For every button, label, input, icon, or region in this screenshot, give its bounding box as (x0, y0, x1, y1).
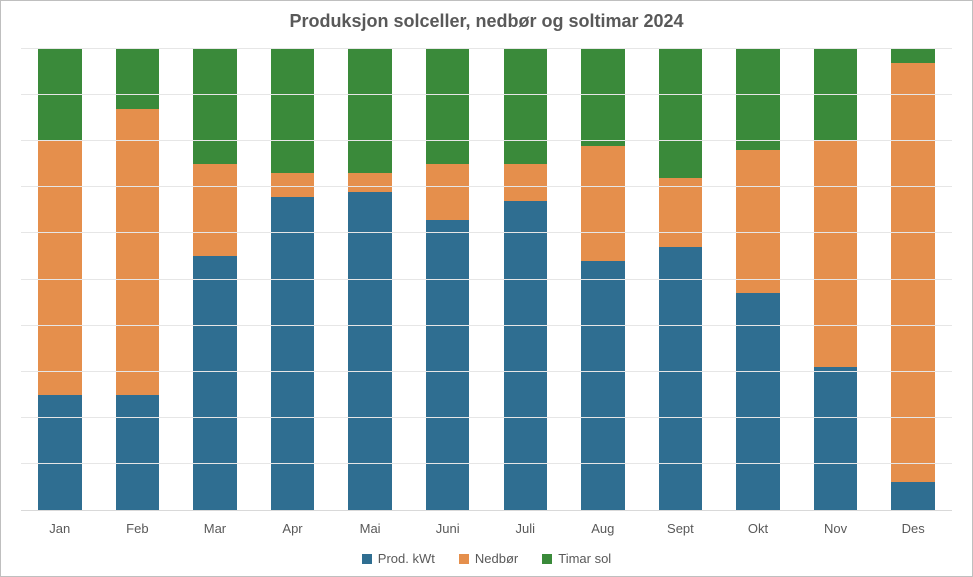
legend-item-timar_sol: Timar sol (542, 551, 611, 566)
x-axis-labels: JanFebMarAprMaiJuniJuliAugSeptOktNovDes (21, 521, 952, 536)
bar-segment-timar_sol (736, 49, 779, 150)
plot-area (21, 49, 952, 511)
gridline (21, 186, 952, 187)
bar (581, 49, 624, 510)
gridline (21, 140, 952, 141)
gridline (21, 279, 952, 280)
x-axis-label: Nov (797, 521, 875, 536)
gridline (21, 94, 952, 95)
bar-slot (331, 49, 409, 510)
bar-segment-nedbor (271, 173, 314, 196)
bar-segment-prod_kwt (891, 482, 934, 510)
bar (736, 49, 779, 510)
bar-segment-timar_sol (116, 49, 159, 109)
bar-segment-prod_kwt (426, 220, 469, 510)
x-axis-label: Apr (254, 521, 332, 536)
bar-segment-timar_sol (426, 49, 469, 164)
bar (891, 49, 934, 510)
bar-segment-timar_sol (659, 49, 702, 178)
x-axis-label: Aug (564, 521, 642, 536)
bar-segment-timar_sol (271, 49, 314, 173)
gridline (21, 371, 952, 372)
bar-slot (797, 49, 875, 510)
bar (193, 49, 236, 510)
gridline (21, 463, 952, 464)
bar (426, 49, 469, 510)
bar (116, 49, 159, 510)
bar-slot (874, 49, 952, 510)
bar-slot (176, 49, 254, 510)
bar-segment-prod_kwt (659, 247, 702, 510)
bar-slot (719, 49, 797, 510)
legend-item-nedbor: Nedbør (459, 551, 518, 566)
x-axis-label: Sept (642, 521, 720, 536)
bar-slot (254, 49, 332, 510)
bar-slot (486, 49, 564, 510)
x-axis-label: Mar (176, 521, 254, 536)
legend-swatch (542, 554, 552, 564)
gridline (21, 325, 952, 326)
x-axis-label: Des (874, 521, 952, 536)
legend-label: Prod. kWt (378, 551, 435, 566)
bar-segment-nedbor (814, 141, 857, 367)
bar-segment-nedbor (193, 164, 236, 256)
bar (814, 49, 857, 510)
bar-slot (564, 49, 642, 510)
x-axis-label: Mai (331, 521, 409, 536)
bar-segment-nedbor (348, 173, 391, 191)
bar-segment-nedbor (504, 164, 547, 201)
legend-swatch (459, 554, 469, 564)
bar-segment-prod_kwt (116, 395, 159, 510)
bar (271, 49, 314, 510)
bar-segment-timar_sol (193, 49, 236, 164)
gridline (21, 417, 952, 418)
bar-segment-timar_sol (581, 49, 624, 146)
bar-segment-timar_sol (814, 49, 857, 141)
bar-segment-prod_kwt (736, 293, 779, 510)
bar-segment-nedbor (116, 109, 159, 395)
bar (504, 49, 547, 510)
gridline (21, 232, 952, 233)
bar-segment-prod_kwt (814, 367, 857, 510)
bar-slot (642, 49, 720, 510)
bar-segment-timar_sol (38, 49, 81, 141)
x-axis-label: Jan (21, 521, 99, 536)
bar-slot (99, 49, 177, 510)
legend-label: Timar sol (558, 551, 611, 566)
chart-frame: Produksjon solceller, nedbør og soltimar… (0, 0, 973, 577)
bar (348, 49, 391, 510)
bar-segment-prod_kwt (193, 256, 236, 510)
legend: Prod. kWt Nedbør Timar sol (1, 551, 972, 566)
legend-item-prod_kwt: Prod. kWt (362, 551, 435, 566)
bar-slot (409, 49, 487, 510)
bar-segment-nedbor (891, 63, 934, 483)
bar-segment-nedbor (38, 141, 81, 395)
bar-segment-timar_sol (348, 49, 391, 173)
bars-container (21, 49, 952, 510)
bar-segment-nedbor (736, 150, 779, 293)
bar (659, 49, 702, 510)
bar-segment-nedbor (659, 178, 702, 247)
bar-segment-timar_sol (504, 49, 547, 164)
x-axis-label: Feb (99, 521, 177, 536)
bar-segment-nedbor (581, 146, 624, 261)
bar-slot (21, 49, 99, 510)
chart-title: Produksjon solceller, nedbør og soltimar… (1, 11, 972, 32)
x-axis-label: Juli (486, 521, 564, 536)
bar-segment-prod_kwt (581, 261, 624, 510)
legend-swatch (362, 554, 372, 564)
gridline (21, 48, 952, 49)
bar-segment-prod_kwt (38, 395, 81, 510)
x-axis-label: Juni (409, 521, 487, 536)
x-axis-label: Okt (719, 521, 797, 536)
bar-segment-timar_sol (891, 49, 934, 63)
legend-label: Nedbør (475, 551, 518, 566)
bar-segment-nedbor (426, 164, 469, 219)
bar (38, 49, 81, 510)
